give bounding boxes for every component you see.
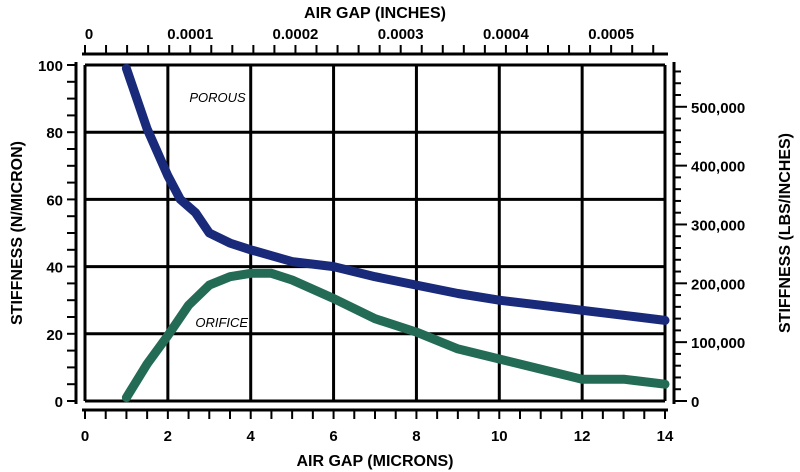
grid bbox=[74, 52, 676, 412]
y-tick-label: 0 bbox=[55, 394, 63, 411]
y2-tick-label: 400,000 bbox=[691, 159, 745, 176]
x-tick-label: 6 bbox=[329, 428, 337, 445]
y-tick-label: 60 bbox=[46, 192, 63, 209]
y-tick-label: 20 bbox=[46, 327, 63, 344]
y2-tick-label: 100,000 bbox=[691, 335, 745, 352]
y2-tick-label: 200,000 bbox=[691, 276, 745, 293]
left-axis-title: STIFFNESS (N/MICRON) bbox=[9, 141, 26, 325]
right-axis-title: STIFFNESS (LBS/INCHES) bbox=[777, 133, 794, 333]
bottom-axis-title: AIR GAP (MICRONS) bbox=[296, 453, 453, 470]
annotation-label: POROUS bbox=[189, 90, 246, 105]
x-tick-label: 0 bbox=[81, 428, 89, 445]
y-tick-label: 40 bbox=[46, 260, 63, 277]
y2-tick-label: 500,000 bbox=[691, 100, 745, 117]
y-tick-label: 80 bbox=[46, 125, 63, 142]
x-tick-label: 14 bbox=[657, 428, 674, 445]
x-tick-label: 8 bbox=[412, 428, 420, 445]
ticks bbox=[67, 45, 687, 419]
x-tick-label: 12 bbox=[574, 428, 591, 445]
x2-tick-label: 0.0005 bbox=[588, 26, 634, 43]
annotation-label: ORIFICE bbox=[195, 315, 248, 330]
y2-tick-label: 300,000 bbox=[691, 217, 745, 234]
x-tick-label: 4 bbox=[247, 428, 256, 445]
series-lines bbox=[121, 63, 670, 403]
x-tick-label: 10 bbox=[491, 428, 508, 445]
x2-tick-label: 0.0003 bbox=[378, 26, 424, 43]
top-axis-title: AIR GAP (INCHES) bbox=[304, 5, 446, 22]
series-line-porous bbox=[121, 63, 670, 325]
series-line-orifice bbox=[121, 268, 670, 403]
x2-tick-label: 0 bbox=[85, 26, 93, 43]
tick-labels: POROUS ORIFICE 0 2 4 6 8 10 12 14 0 20 40 60 80 100 0 0.0… bbox=[38, 26, 745, 445]
y2-tick-label: 0 bbox=[691, 394, 699, 411]
x2-tick-label: 0.0004 bbox=[483, 26, 530, 43]
y-tick-label: 100 bbox=[38, 58, 63, 75]
x-tick-label: 2 bbox=[164, 428, 172, 445]
x2-tick-label: 0.0001 bbox=[167, 26, 213, 43]
x2-tick-label: 0.0002 bbox=[273, 26, 319, 43]
